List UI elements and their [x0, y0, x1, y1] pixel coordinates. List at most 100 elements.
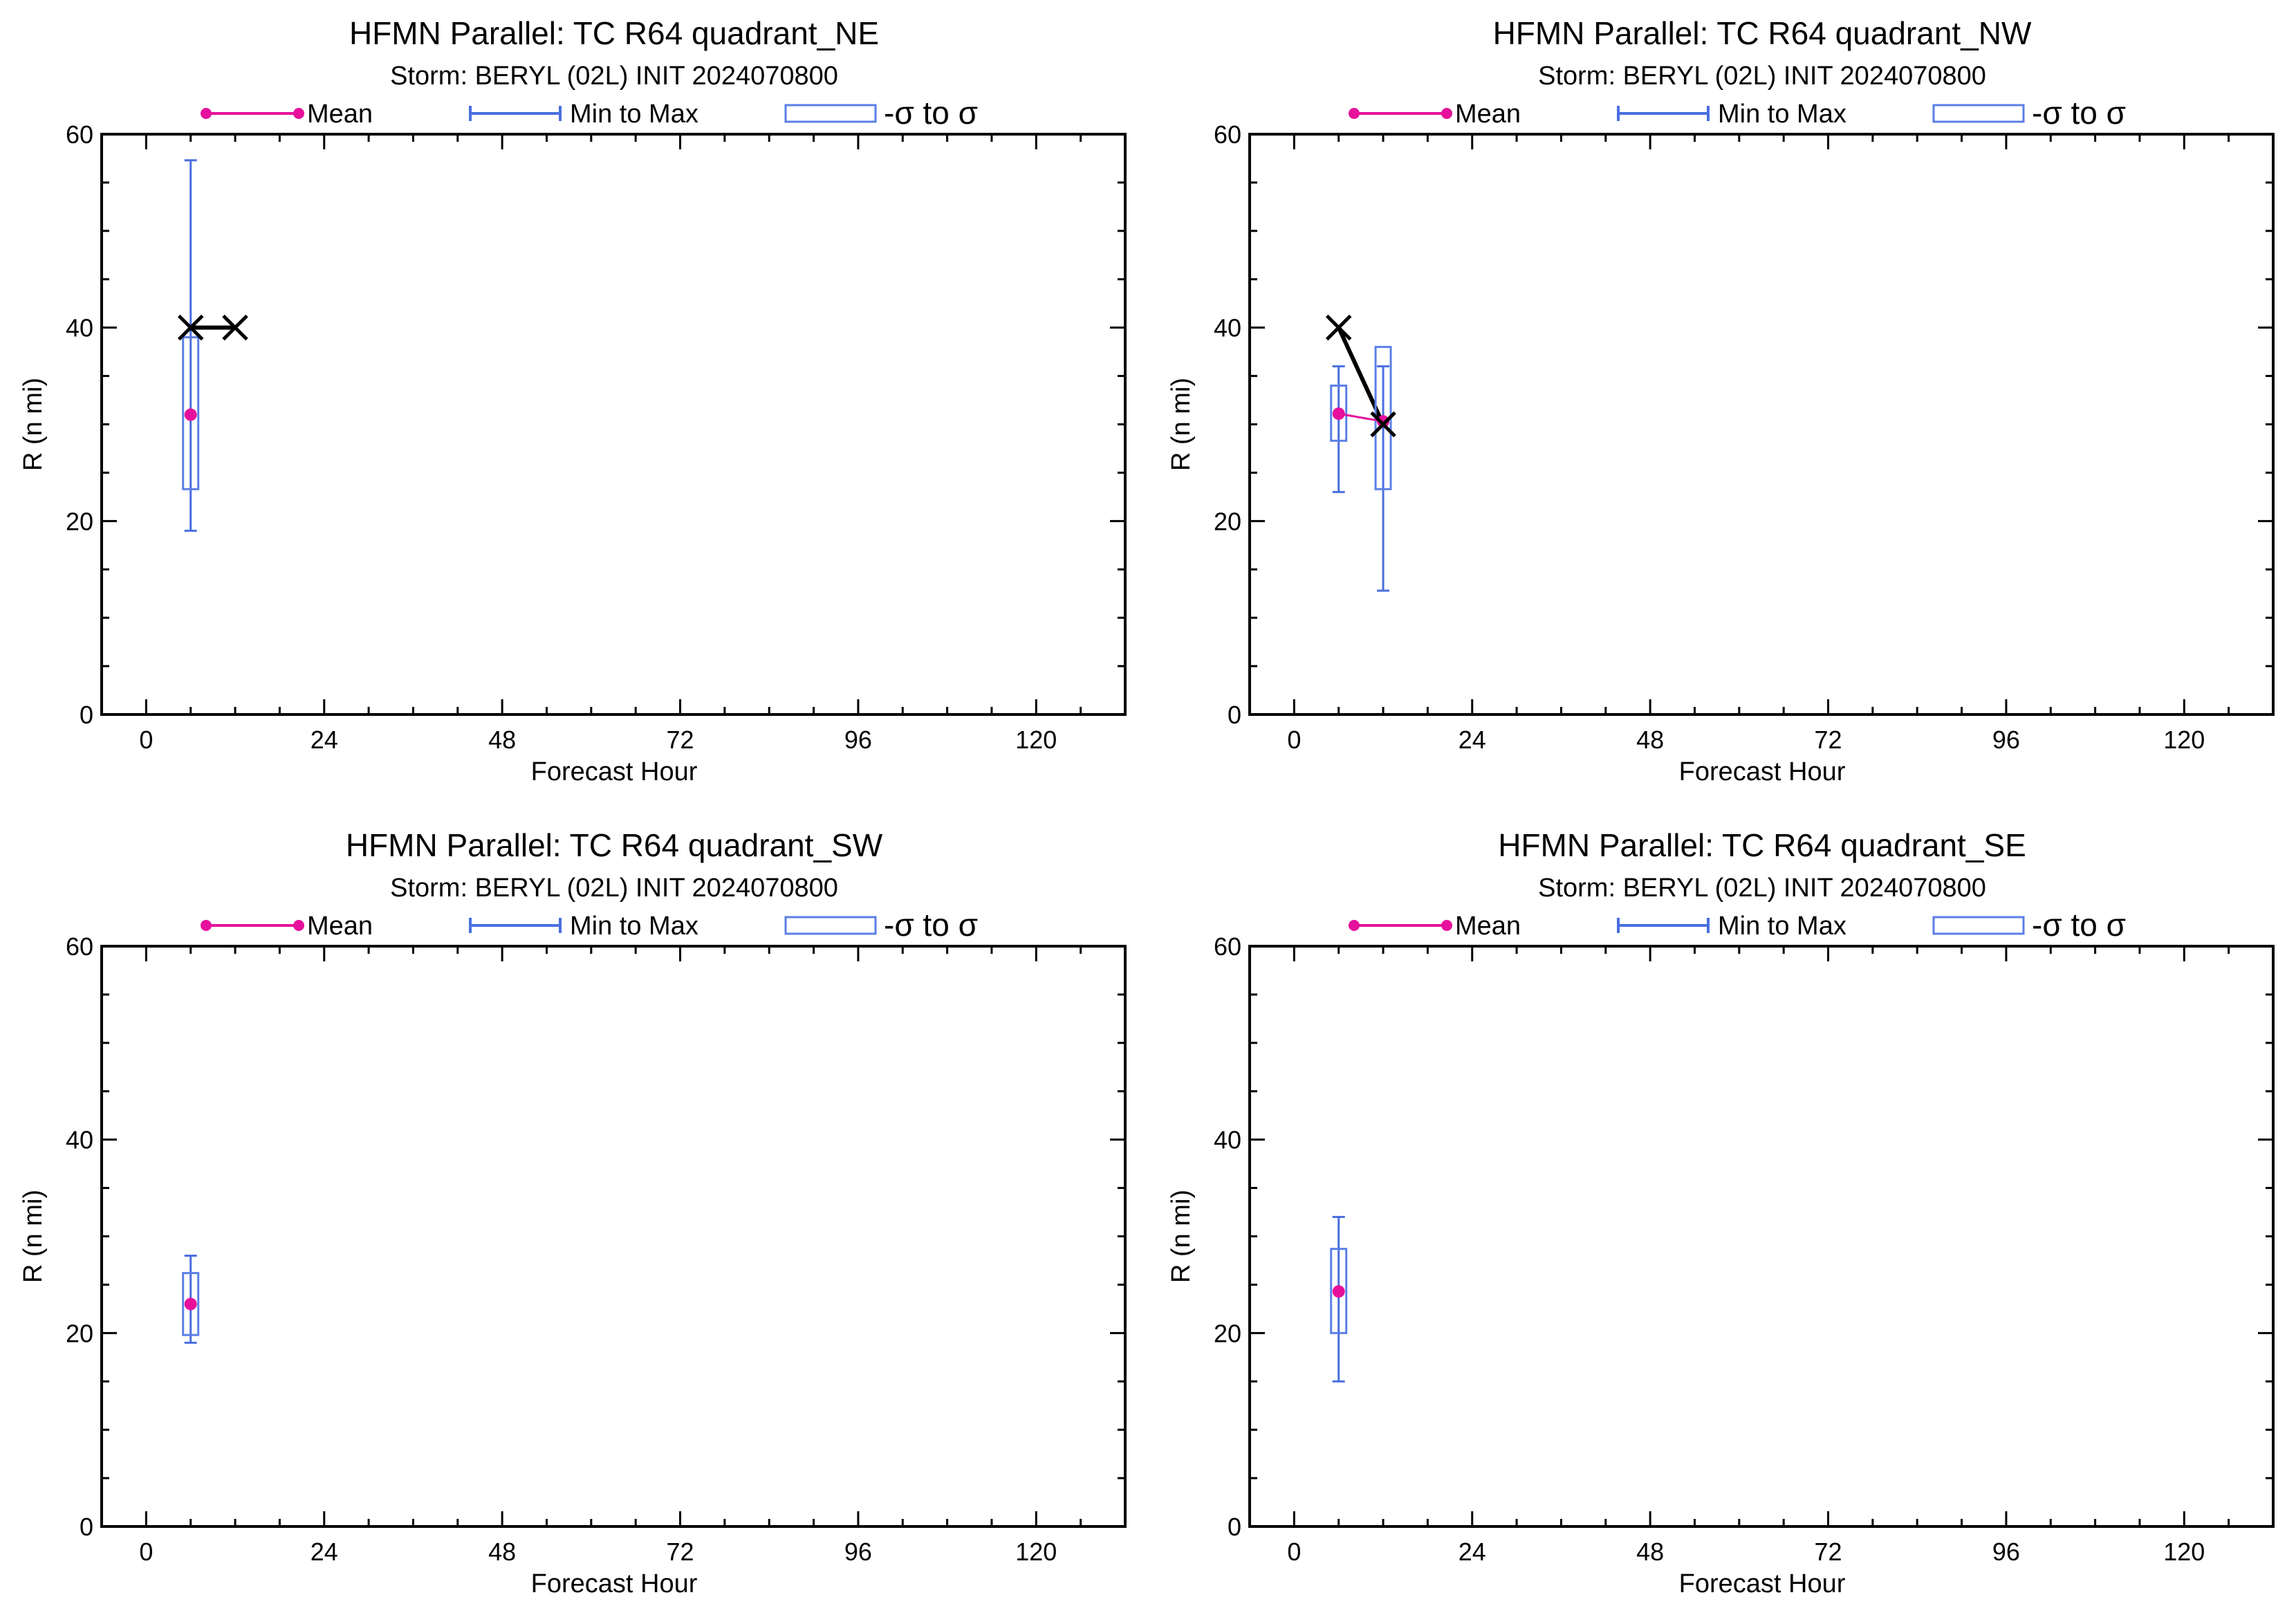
legend-sigma-label: -σ to σ [2032, 95, 2126, 131]
mean-point [184, 1298, 197, 1311]
legend-mean-marker [293, 108, 304, 119]
legend-mean-marker [1349, 108, 1360, 119]
x-tick-label: 0 [139, 1538, 153, 1566]
legend-mean-marker [1441, 920, 1452, 931]
y-tick-label: 0 [1228, 1513, 1241, 1541]
legend-mean-label: Mean [307, 912, 373, 941]
data-series [1325, 314, 1396, 592]
x-tick-label: 24 [311, 1538, 338, 1566]
legend-sigma-box [784, 916, 877, 935]
x-tick-label: 120 [1015, 1538, 1057, 1566]
observed-point [177, 314, 204, 341]
chart-subtitle: Storm: BERYL (02L) INIT 2024070800 [390, 874, 838, 903]
chart-title: HFMN Parallel: TC R64 quadrant_SW [346, 827, 883, 863]
y-tick-label: 60 [66, 932, 93, 961]
x-tick-label: 24 [311, 726, 338, 754]
legend-mean-marker [201, 108, 212, 119]
x-tick-label: 72 [666, 726, 694, 754]
sigma-box [1330, 1248, 1348, 1334]
chart-title: HFMN Parallel: TC R64 quadrant_SE [1498, 827, 2026, 863]
legend-sigma-label: -σ to σ [2032, 907, 2126, 943]
x-tick-label: 48 [1636, 726, 1664, 754]
plot-frame [1248, 945, 2275, 1528]
x-tick-label: 96 [1992, 726, 2020, 754]
x-tick-label: 96 [844, 726, 872, 754]
x-tick-label: 120 [1015, 726, 1057, 754]
plot-frame [100, 945, 1127, 1528]
y-axis-label: R (n mi) [1167, 378, 1196, 471]
x-axis: 0 24 48 72 96 120 Forecast Hour [139, 134, 1082, 786]
chart-title: HFMN Parallel: TC R64 quadrant_NW [1493, 15, 2032, 51]
x-tick-label: 120 [2163, 726, 2205, 754]
legend-mean-marker [1349, 920, 1360, 931]
y-tick-label: 60 [1214, 932, 1241, 961]
legend: Mean Min to Max -σ to σ [201, 907, 978, 943]
y-tick-label: 40 [1214, 1126, 1241, 1154]
mean-line [1338, 412, 1384, 423]
x-axis-label: Forecast Hour [531, 1569, 698, 1598]
sigma-box [182, 1272, 200, 1336]
y-tick-label: 0 [80, 701, 93, 729]
legend-sigma-label: -σ to σ [884, 95, 978, 131]
data-series [1330, 1216, 1348, 1383]
y-axis: 0 20 40 60 R (n mi) [19, 932, 1125, 1541]
y-axis-label: R (n mi) [19, 378, 48, 471]
y-tick-label: 0 [80, 1513, 93, 1541]
x-tick-label: 0 [1287, 726, 1301, 754]
x-axis-label: Forecast Hour [531, 757, 698, 786]
x-tick-label: 96 [1992, 1538, 2020, 1566]
x-tick-label: 120 [2163, 1538, 2205, 1566]
y-tick-label: 20 [1214, 1319, 1241, 1347]
x-tick-label: 48 [488, 1538, 516, 1566]
y-axis: 0 20 40 60 R (n mi) [1167, 932, 2273, 1541]
y-tick-label: 20 [66, 507, 93, 535]
chart-panel-3: HFMN Parallel: TC R64 quadrant_SW Storm: … [19, 827, 1127, 1598]
y-tick-label: 20 [1214, 507, 1241, 535]
x-tick-label: 72 [1814, 1538, 1842, 1566]
chart-panel-1: HFMN Parallel: TC R64 quadrant_NE Storm: … [19, 15, 1127, 786]
y-tick-label: 60 [66, 120, 93, 149]
y-tick-label: 40 [66, 314, 93, 342]
y-axis-label: R (n mi) [1167, 1190, 1196, 1283]
sigma-box [182, 336, 200, 490]
legend: Mean Min to Max -σ to σ [1349, 95, 2126, 131]
chart-subtitle: Storm: BERYL (02L) INIT 2024070800 [1538, 874, 1986, 903]
y-tick-label: 40 [66, 1126, 93, 1154]
x-tick-label: 24 [1459, 1538, 1486, 1566]
x-axis: 0 24 48 72 96 120 Forecast Hour [1287, 946, 2230, 1598]
mean-point [1332, 407, 1345, 421]
chart-panel-2: HFMN Parallel: TC R64 quadrant_NW Storm: … [1167, 15, 2275, 786]
observed-point [1370, 411, 1396, 438]
legend-mean-marker [201, 920, 212, 931]
legend-sigma-box [1932, 916, 2025, 935]
x-axis: 0 24 48 72 96 120 Forecast Hour [1287, 134, 2230, 786]
data-series [177, 159, 248, 532]
sigma-box [1330, 385, 1348, 442]
x-tick-label: 72 [1814, 726, 1842, 754]
chart-title: HFMN Parallel: TC R64 quadrant_NE [349, 15, 879, 51]
legend-mean-label: Mean [307, 100, 373, 129]
x-tick-label: 72 [666, 1538, 694, 1566]
chart-subtitle: Storm: BERYL (02L) INIT 2024070800 [1538, 62, 1986, 91]
x-axis-label: Forecast Hour [1679, 757, 1846, 786]
legend-sigma-box [1932, 104, 2025, 123]
legend-mean-marker [1441, 108, 1452, 119]
x-tick-label: 48 [1636, 1538, 1664, 1566]
mean-point [1377, 415, 1390, 428]
legend: Mean Min to Max -σ to σ [201, 95, 978, 131]
observed-point [222, 314, 248, 341]
legend-range-label: Min to Max [1718, 100, 1846, 129]
data-series [182, 1254, 200, 1344]
chart-subtitle: Storm: BERYL (02L) INIT 2024070800 [390, 62, 838, 91]
y-axis-label: R (n mi) [19, 1190, 48, 1283]
legend-mean-label: Mean [1455, 912, 1521, 941]
legend-range-label: Min to Max [570, 912, 698, 941]
chart-panel-4: HFMN Parallel: TC R64 quadrant_SE Storm: … [1167, 827, 2275, 1598]
x-axis: 0 24 48 72 96 120 Forecast Hour [139, 946, 1082, 1598]
plot-frame [100, 133, 1127, 716]
legend-mean-marker [293, 920, 304, 931]
x-tick-label: 24 [1459, 726, 1486, 754]
y-tick-label: 60 [1214, 120, 1241, 149]
y-tick-label: 40 [1214, 314, 1241, 342]
plot-frame [1248, 133, 2275, 716]
